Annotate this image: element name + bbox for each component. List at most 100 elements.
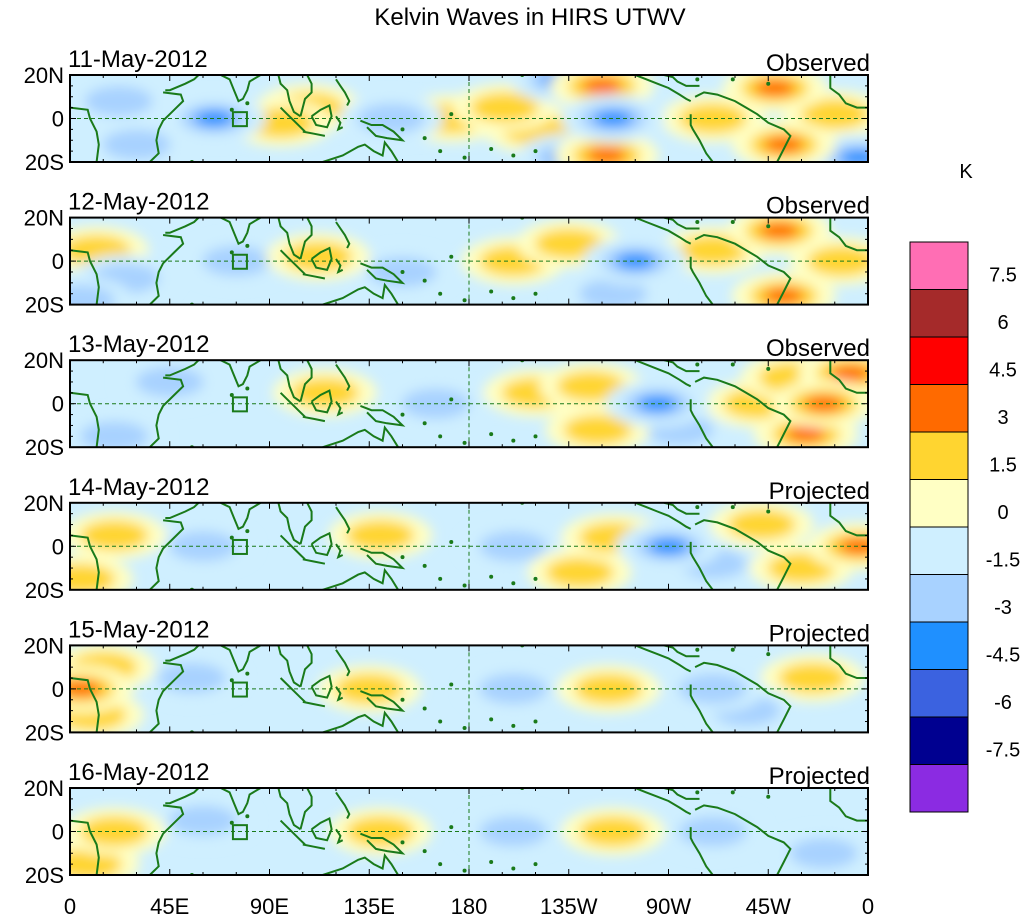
panel: 20N 0 20S 16-May-2012 Projected bbox=[24, 759, 870, 888]
island bbox=[766, 366, 771, 371]
coastline bbox=[360, 832, 406, 855]
y-tick-label: 20S bbox=[25, 150, 64, 175]
anomaly-core bbox=[588, 680, 629, 697]
coastline bbox=[299, 75, 313, 117]
anomaly-core bbox=[577, 421, 618, 438]
island bbox=[533, 719, 538, 724]
y-tick-label: 20S bbox=[25, 435, 64, 460]
anomaly-core bbox=[692, 823, 733, 840]
anomaly-core bbox=[70, 856, 108, 873]
panel-date: 15-May-2012 bbox=[68, 616, 209, 643]
anomaly-core bbox=[839, 149, 868, 162]
coastline bbox=[220, 502, 262, 531]
coastlines bbox=[70, 788, 868, 875]
coastline bbox=[310, 531, 333, 557]
coastline bbox=[335, 649, 351, 677]
coastline bbox=[663, 75, 700, 87]
coastline bbox=[149, 804, 185, 875]
island bbox=[511, 296, 516, 301]
region-box bbox=[231, 824, 248, 841]
island bbox=[245, 243, 250, 248]
coastline bbox=[335, 543, 344, 560]
coastline bbox=[149, 519, 185, 590]
island bbox=[730, 362, 735, 367]
panel-status-label: Projected bbox=[769, 620, 870, 647]
coastline bbox=[70, 391, 100, 448]
island bbox=[462, 583, 467, 588]
island bbox=[462, 298, 467, 303]
island bbox=[489, 574, 494, 579]
coastline bbox=[310, 104, 333, 129]
coastline bbox=[310, 246, 333, 271]
coastline bbox=[149, 91, 185, 162]
y-tick-label: 20S bbox=[25, 578, 64, 603]
anomaly-core bbox=[582, 77, 622, 94]
coastlines bbox=[70, 502, 868, 590]
coastline bbox=[829, 217, 868, 252]
island bbox=[400, 269, 405, 274]
x-tick-label: 135E bbox=[344, 894, 395, 919]
island bbox=[533, 149, 538, 154]
region-box bbox=[231, 111, 248, 128]
island bbox=[245, 814, 250, 819]
y-tick-label: 20N bbox=[24, 63, 64, 88]
coastline bbox=[310, 817, 333, 842]
coastline bbox=[663, 360, 700, 373]
anomaly-core bbox=[593, 110, 634, 127]
island bbox=[462, 440, 467, 445]
x-tick-label: 45W bbox=[746, 894, 791, 919]
coastline bbox=[634, 788, 692, 815]
island bbox=[695, 647, 700, 652]
colorbar-swatch bbox=[909, 241, 969, 290]
coastline bbox=[663, 645, 700, 658]
y-tick-label: 0 bbox=[52, 392, 64, 417]
coastline bbox=[302, 843, 326, 850]
island bbox=[695, 362, 700, 367]
colorbar-swatch bbox=[909, 764, 969, 813]
island bbox=[695, 790, 700, 795]
coastline bbox=[322, 567, 399, 590]
anomaly-core bbox=[116, 136, 157, 153]
island bbox=[438, 862, 443, 867]
island bbox=[438, 149, 443, 154]
island bbox=[766, 224, 771, 229]
anomaly-core bbox=[754, 80, 795, 97]
colorbar-swatch bbox=[909, 479, 969, 528]
y-tick-label: 0 bbox=[52, 677, 64, 702]
panel: 20N 0 20S 11-May-2012 Observed bbox=[24, 46, 870, 175]
coastlines bbox=[70, 360, 868, 448]
anomaly-core bbox=[94, 527, 135, 544]
coastline bbox=[634, 502, 692, 530]
coastline bbox=[310, 389, 333, 414]
island bbox=[422, 706, 427, 711]
colorbar-level-label: 6 bbox=[997, 312, 1008, 334]
coastline bbox=[829, 645, 868, 679]
island bbox=[766, 794, 771, 799]
y-tick-label: 0 bbox=[52, 249, 64, 274]
colorbar-swatch bbox=[909, 669, 969, 718]
anomaly-core bbox=[298, 248, 339, 265]
anomaly-core bbox=[615, 253, 656, 270]
anomaly-core bbox=[548, 235, 589, 252]
coastline bbox=[279, 392, 306, 418]
y-tick-label: 20N bbox=[24, 348, 64, 373]
coastline bbox=[694, 376, 792, 448]
island bbox=[400, 412, 405, 417]
y-tick-label: 20N bbox=[24, 491, 64, 516]
coastline bbox=[70, 677, 100, 733]
island bbox=[533, 862, 538, 867]
coastline bbox=[302, 130, 326, 137]
anomaly-core bbox=[371, 110, 412, 127]
colorbar-level-label: 0 bbox=[997, 502, 1008, 524]
coastline bbox=[694, 91, 792, 162]
colorbar-level-label: 1.5 bbox=[989, 455, 1017, 477]
coastline bbox=[360, 547, 406, 570]
anomaly-field bbox=[70, 502, 868, 590]
panel: 20N 0 20S 15-May-2012 Projected bbox=[24, 616, 870, 745]
coastline bbox=[322, 139, 399, 162]
coastline bbox=[689, 827, 714, 875]
coastline bbox=[694, 233, 792, 305]
island bbox=[511, 581, 516, 586]
coastline bbox=[322, 710, 399, 733]
